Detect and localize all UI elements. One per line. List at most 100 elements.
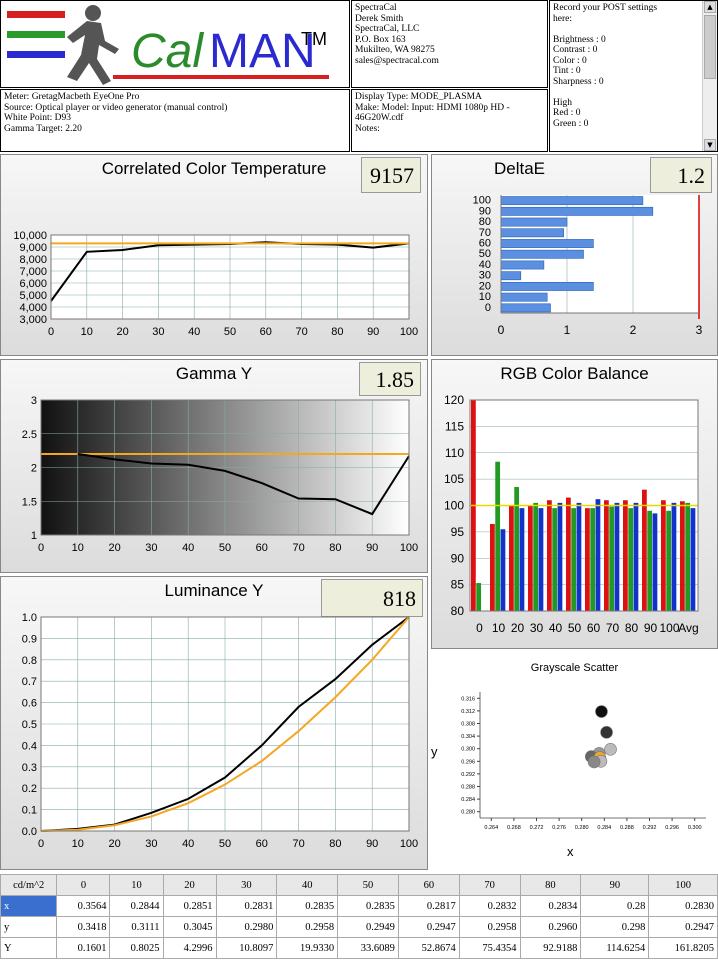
x-tick-label: 100 <box>400 542 418 554</box>
gamma-title: Gamma Y <box>175 364 253 383</box>
table-cell[interactable]: 0.1601 <box>56 937 111 959</box>
table-cell[interactable]: 0.2835 <box>276 895 339 917</box>
table-cell[interactable]: 0.2817 <box>397 895 460 917</box>
x-tick-label: 0.264 <box>484 825 498 831</box>
table-cell[interactable]: 0.2980 <box>215 916 278 938</box>
x-tick-label: 10 <box>72 542 84 554</box>
y-tick-label: 80 <box>451 604 465 618</box>
display-info: Display Type: MODE_PLASMA Make: Model: In… <box>351 89 548 152</box>
y-tick-label: 2.5 <box>22 429 37 441</box>
x-tick-label: 20 <box>108 542 120 554</box>
scroll-down-icon[interactable]: ▼ <box>704 139 716 151</box>
table-cell[interactable]: 0.2834 <box>519 895 582 917</box>
scroll-thumb[interactable] <box>704 15 716 79</box>
table-column-header: 80 <box>519 874 582 896</box>
table-cell[interactable]: 114.6254 <box>580 937 650 959</box>
rgb-bar-red <box>547 500 552 611</box>
x-tick-label: 0.272 <box>530 825 544 831</box>
table-cell[interactable]: 10.8097 <box>215 937 278 959</box>
x-tick-label: 0.300 <box>688 825 702 831</box>
table-cell[interactable]: 0.2947 <box>648 916 718 938</box>
cct-value: 9157 <box>361 157 421 193</box>
table-cell[interactable]: 0.2835 <box>337 895 399 917</box>
y-tick-label: 5,000 <box>19 290 47 302</box>
gamma-value: 1.85 <box>359 362 421 396</box>
x-tick-label: 100 <box>659 621 679 635</box>
table-cell[interactable]: 0.2960 <box>519 916 582 938</box>
rgb-bar-red <box>490 523 495 611</box>
x-tick-label: 60 <box>256 838 268 850</box>
table-cell[interactable]: 0.2947 <box>397 916 460 938</box>
rgb-bar-red <box>528 505 533 611</box>
rgb-bar-green <box>590 508 596 611</box>
rgb-panel: RGB Color Balance 80 85 90 95 100 105 110 115 12… <box>431 359 718 649</box>
x-tick-label: 40 <box>549 621 563 635</box>
x-tick-label: 40 <box>182 838 194 850</box>
x-tick-label: 70 <box>295 326 307 338</box>
runner-icon <box>67 5 119 85</box>
deltae-panel: DeltaE 1.2 0 1 2 3 0 10 20 30 40 50 60 70 80 90 100 <box>431 154 718 356</box>
table-cell[interactable]: 33.6089 <box>337 937 399 959</box>
x-tick-label: 60 <box>587 621 601 635</box>
post-settings-notes[interactable]: Record your POST settings here: Brightnes… <box>549 0 718 152</box>
table-cell[interactable]: 92.9188 <box>519 937 582 959</box>
y-tick-label: 115 <box>445 419 464 433</box>
table-cell[interactable]: 0.2851 <box>162 895 217 917</box>
row-header[interactable]: Y <box>0 937 58 959</box>
rgb-bar-blue <box>652 513 658 611</box>
y-tick-label: 95 <box>451 525 465 539</box>
table-column-header: 40 <box>276 874 339 896</box>
table-column-header: 30 <box>215 874 278 896</box>
x-tick-label: 90 <box>644 621 658 635</box>
scroll-up-icon[interactable]: ▲ <box>704 1 716 13</box>
table-cell[interactable]: 0.3045 <box>162 916 217 938</box>
x-tick-label: 60 <box>256 542 268 554</box>
table-cell[interactable]: 0.2949 <box>337 916 399 938</box>
y-tick-label: 70 <box>479 227 491 239</box>
x-tick-label: 90 <box>367 326 379 338</box>
table-cell[interactable]: 19.9330 <box>276 937 339 959</box>
scatter-point <box>595 705 608 718</box>
table-cell[interactable]: 0.3564 <box>56 895 111 917</box>
y-tick-label: 85 <box>451 578 465 592</box>
scatter-point <box>604 743 617 756</box>
y-tick-label: 0.280 <box>461 810 475 816</box>
rgb-bar-blue <box>633 502 639 611</box>
table-cell[interactable]: 0.2958 <box>458 916 521 938</box>
plot-border <box>469 399 699 612</box>
table-cell[interactable]: 0.2958 <box>276 916 339 938</box>
y-tick-label: 0.5 <box>22 719 37 731</box>
table-cell[interactable]: 0.298 <box>580 916 650 938</box>
table-cell[interactable]: 0.2844 <box>109 895 164 917</box>
table-cell[interactable]: 0.28 <box>580 895 650 917</box>
table-cell[interactable]: 4.2996 <box>162 937 217 959</box>
table-cell[interactable]: 161.8205 <box>648 937 718 959</box>
table-cell[interactable]: 0.2832 <box>458 895 521 917</box>
row-header[interactable]: y <box>0 916 58 938</box>
row-header[interactable]: x <box>0 895 58 917</box>
display-info-line: Display Type: MODE_PLASMA <box>355 92 482 102</box>
table-cell[interactable]: 52.8674 <box>397 937 460 959</box>
x-tick-label: 70 <box>292 838 304 850</box>
table-cell[interactable]: 0.8025 <box>109 937 164 959</box>
x-tick-label: 80 <box>331 326 343 338</box>
cct-title: Correlated Color Temperature <box>101 159 327 178</box>
deltae-title: DeltaE <box>493 159 546 178</box>
x-tick-label: 0.288 <box>620 825 634 831</box>
table-column-header: 70 <box>458 874 521 896</box>
table-cell[interactable]: 0.2831 <box>215 895 278 917</box>
notes-scrollbar[interactable]: ▲ ▼ <box>702 1 717 151</box>
y-tick-label: 105 <box>444 472 464 486</box>
y-tick-label: 0.304 <box>461 734 475 740</box>
table-column-header: 100 <box>648 874 718 896</box>
table-column-header: 60 <box>397 874 460 896</box>
rgb-bar-red <box>623 500 628 611</box>
x-tick-label: 50 <box>219 542 231 554</box>
table-cell[interactable]: 0.2830 <box>648 895 718 917</box>
x-tick-label: 0 <box>476 621 483 635</box>
table-cell[interactable]: 0.3418 <box>56 916 111 938</box>
table-cell[interactable]: 75.4354 <box>458 937 521 959</box>
table-cell[interactable]: 0.3111 <box>109 916 164 938</box>
x-tick-label: 90 <box>366 542 378 554</box>
